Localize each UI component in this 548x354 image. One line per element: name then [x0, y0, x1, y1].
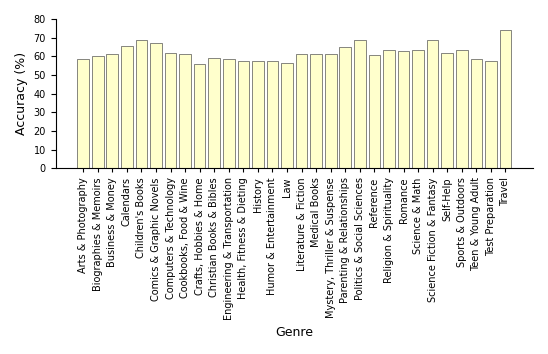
Bar [296, 53, 307, 168]
Bar [281, 63, 293, 168]
Bar [398, 51, 409, 168]
Bar [412, 50, 424, 168]
Bar [106, 53, 118, 168]
Bar [325, 53, 336, 168]
Bar [339, 47, 351, 168]
Bar [121, 46, 133, 168]
Bar [237, 61, 249, 168]
Bar [77, 59, 89, 168]
Bar [427, 40, 438, 168]
Bar [456, 50, 467, 168]
X-axis label: Genre: Genre [275, 326, 313, 339]
Bar [267, 61, 278, 168]
Bar [441, 53, 453, 168]
Bar [194, 64, 206, 168]
Bar [150, 43, 162, 168]
Y-axis label: Accuracy (%): Accuracy (%) [15, 52, 28, 135]
Bar [208, 58, 220, 168]
Bar [223, 59, 235, 168]
Bar [354, 40, 366, 168]
Bar [165, 53, 176, 168]
Bar [471, 59, 482, 168]
Bar [310, 55, 322, 168]
Bar [383, 50, 395, 168]
Bar [252, 61, 264, 168]
Bar [485, 61, 496, 168]
Bar [135, 40, 147, 168]
Bar [179, 53, 191, 168]
Bar [369, 55, 380, 168]
Bar [500, 30, 511, 168]
Bar [92, 56, 104, 168]
